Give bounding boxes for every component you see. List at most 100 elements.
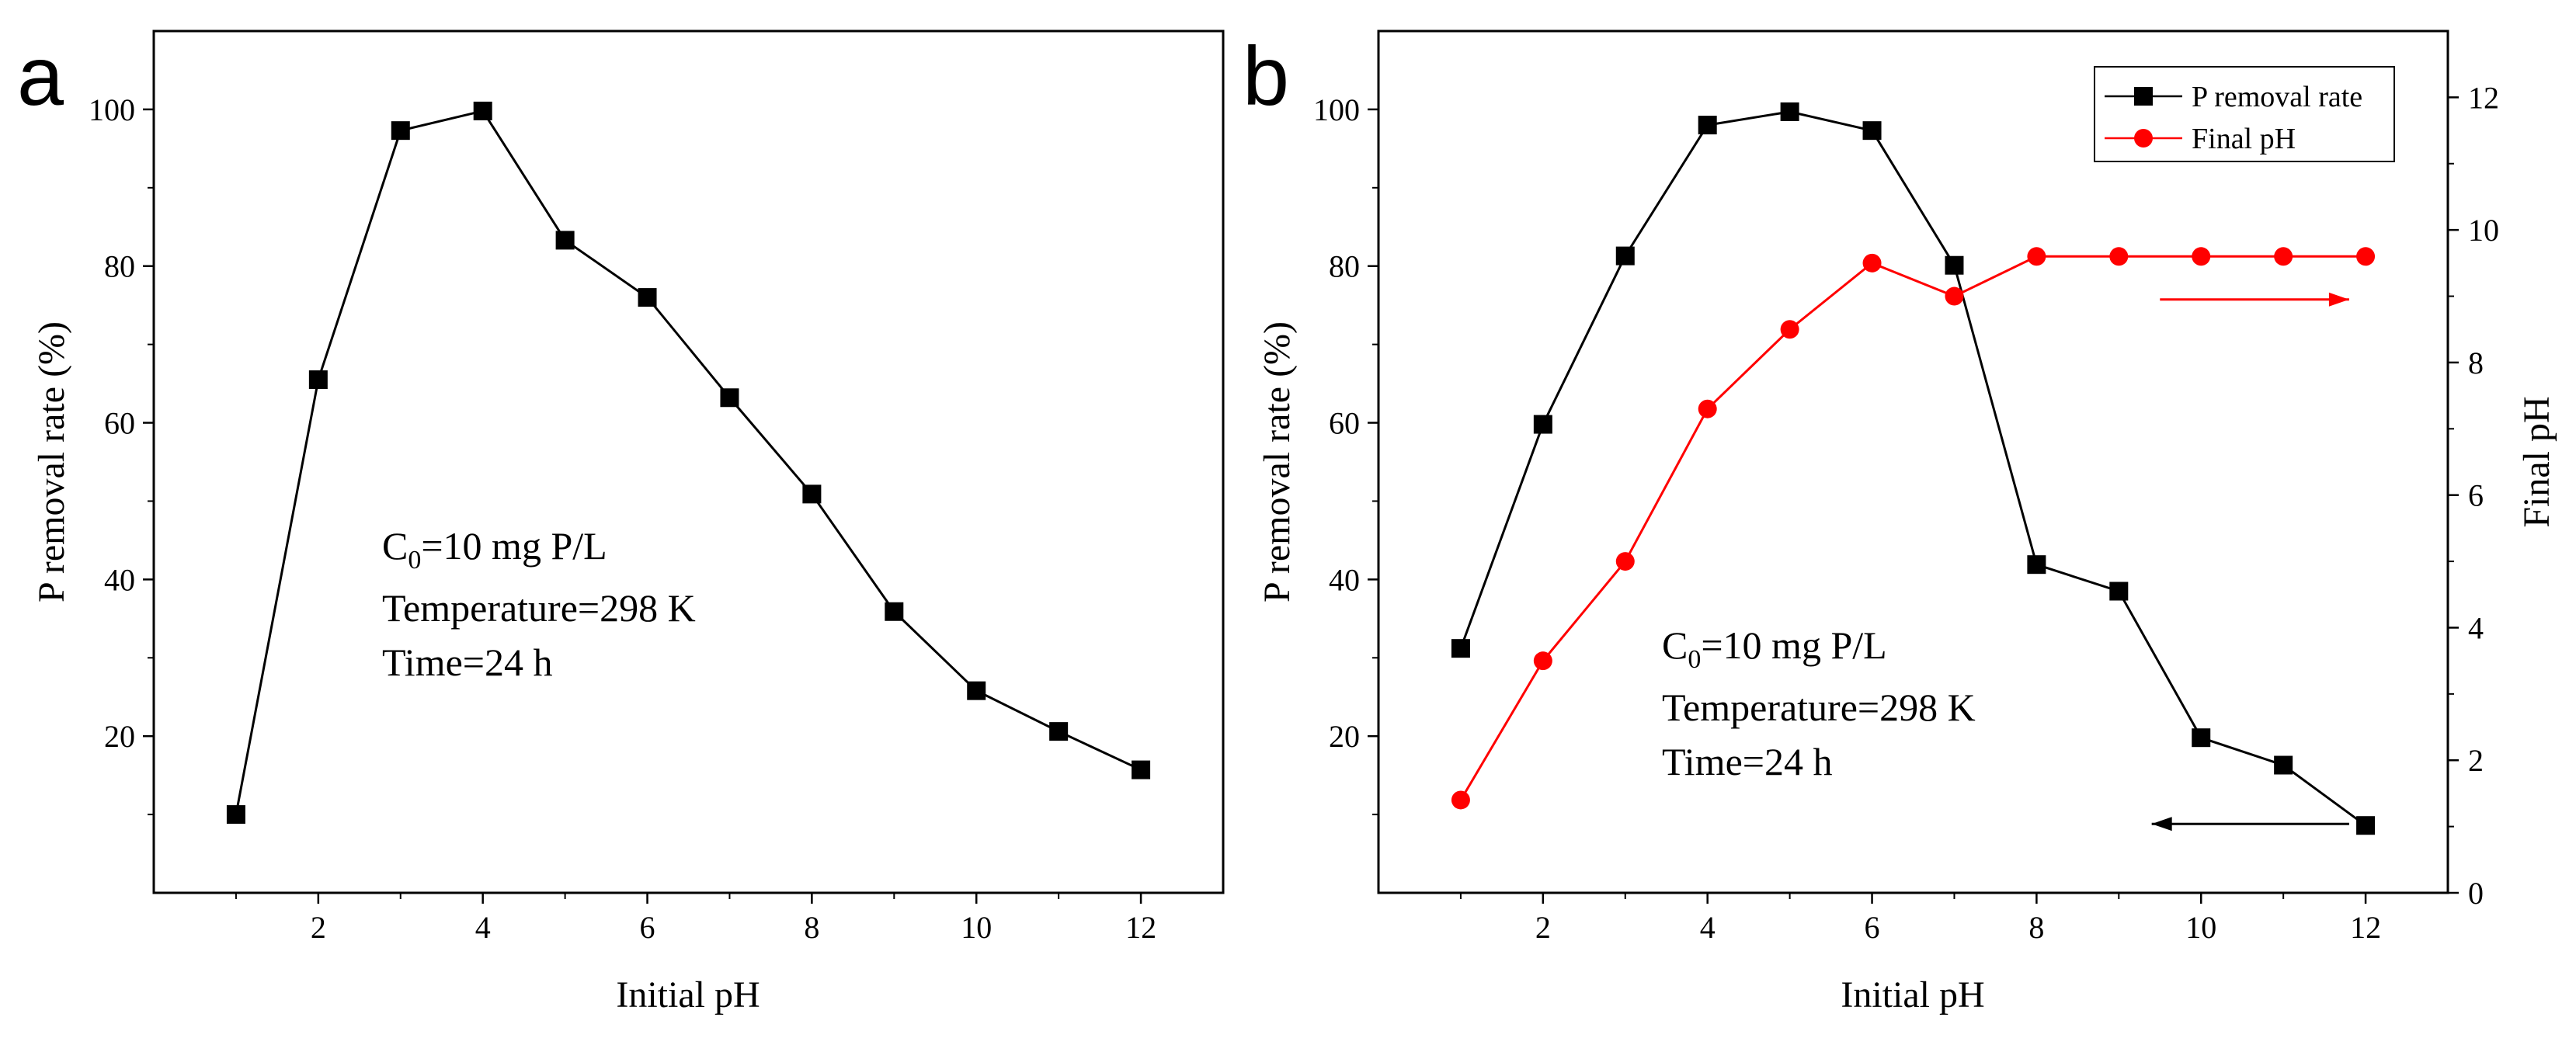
panel-a-y-axis-title: P removal rate (%) xyxy=(31,321,72,602)
data-point-p-removal-rate xyxy=(2356,816,2376,835)
panel-a-letter: a xyxy=(17,29,64,123)
data-point-final-ph xyxy=(2027,247,2046,266)
data-point-p-removal-rate xyxy=(1862,121,1882,141)
y-tick-label: 100 xyxy=(1313,92,1360,127)
data-point-p-removal-rate xyxy=(2027,555,2046,575)
panel-a-plot-frame xyxy=(152,30,1225,894)
data-point-p-removal-rate xyxy=(638,288,657,307)
data-point-final-ph xyxy=(1451,790,1470,810)
panel-a-annotation-time: Time=24 h xyxy=(382,641,552,684)
data-point-p-removal-rate xyxy=(226,805,245,825)
x-tick-label: 4 xyxy=(475,910,491,945)
panel-b-letter: b xyxy=(1243,29,1289,123)
legend-marker-p-removal xyxy=(2134,87,2153,106)
data-point-p-removal-rate xyxy=(1780,102,1799,121)
y-tick-label: 60 xyxy=(104,406,135,441)
data-point-p-removal-rate xyxy=(1615,246,1635,266)
panel-a-series xyxy=(226,101,1151,825)
x-tick-label: 4 xyxy=(1700,910,1716,945)
data-point-p-removal-rate xyxy=(2274,755,2293,775)
panel-b-annotation-temperature: Temperature=298 K xyxy=(1662,686,1976,729)
y-tick-label: 60 xyxy=(1329,406,1360,441)
x-tick-label: 8 xyxy=(804,910,819,945)
y2-tick-label: 2 xyxy=(2468,743,2484,778)
x-tick-label: 10 xyxy=(961,910,992,945)
x-tick-label: 10 xyxy=(2185,910,2216,945)
data-point-p-removal-rate xyxy=(555,231,575,250)
panel-b-legend: P removal rate Final pH xyxy=(2094,66,2395,162)
legend-marker-final-ph xyxy=(2134,129,2153,148)
x-tick-label: 6 xyxy=(1865,910,1880,945)
panel-b-annotation: C0=10 mg P/L Temperature=298 K Time=24 h xyxy=(1662,623,1976,783)
y2-tick-label: 4 xyxy=(2468,610,2484,645)
y-tick-label: 40 xyxy=(104,562,135,597)
legend-label-p-removal: P removal rate xyxy=(2192,81,2362,113)
data-point-final-ph xyxy=(1615,552,1635,571)
data-point-final-ph xyxy=(1533,651,1552,671)
data-point-p-removal-rate xyxy=(720,388,739,408)
panel-b-y-axis-title: P removal rate (%) xyxy=(1257,321,1298,602)
panel-b-x-axis-title: Initial pH xyxy=(1841,974,1984,1015)
data-point-p-removal-rate xyxy=(1698,116,1717,135)
panel-b-y-ticks: 20 40 60 80 100 xyxy=(1313,92,1378,816)
data-point-final-ph xyxy=(2356,247,2376,266)
data-point-p-removal-rate xyxy=(2192,728,2211,748)
panel-b-y2-axis-title: Final pH xyxy=(2516,396,2557,527)
data-point-p-removal-rate xyxy=(391,121,410,141)
data-point-p-removal-rate xyxy=(885,602,904,621)
panel-a-annotation-concentration: C0=10 mg P/L xyxy=(382,524,607,575)
panel-a-y-ticks: 20 40 60 80 100 xyxy=(89,92,154,816)
series-line-final-ph xyxy=(1459,255,2366,801)
data-point-p-removal-rate xyxy=(1451,639,1470,658)
data-point-p-removal-rate xyxy=(1132,760,1151,779)
data-point-p-removal-rate xyxy=(1049,722,1069,741)
legend-label-final-ph: Final pH xyxy=(2192,123,2296,155)
data-point-final-ph xyxy=(1945,286,1964,306)
data-point-p-removal-rate xyxy=(2109,582,2129,601)
y-tick-label: 80 xyxy=(1329,249,1360,284)
y-tick-label: 20 xyxy=(104,719,135,754)
x-tick-label: 12 xyxy=(1125,910,1156,945)
panel-b-annotation-concentration: C0=10 mg P/L xyxy=(1662,623,1887,674)
data-point-p-removal-rate xyxy=(967,681,986,700)
y2-tick-label: 6 xyxy=(2468,478,2484,513)
data-point-p-removal-rate xyxy=(802,484,822,504)
data-point-final-ph xyxy=(2274,247,2293,266)
y2-tick-label: 8 xyxy=(2468,345,2484,380)
data-point-final-ph xyxy=(1862,253,1882,273)
y-tick-label: 20 xyxy=(1329,719,1360,754)
series-line-p-removal-rate xyxy=(235,109,1142,815)
data-point-final-ph xyxy=(1780,320,1799,339)
series-line-p-removal-rate xyxy=(1459,110,2366,827)
y-tick-label: 80 xyxy=(104,249,135,284)
panel-a-annotation: C0=10 mg P/L Temperature=298 K Time=24 h xyxy=(382,524,696,684)
panel-b-y2-ticks: 0 2 4 6 8 10 12 xyxy=(2448,80,2499,911)
panel-a: a 2 4 6 8 10 12 20 40 60 80 100 Initial pH P remo… xyxy=(17,29,1225,1015)
panel-a-annotation-temperature: Temperature=298 K xyxy=(382,586,696,630)
x-tick-label: 8 xyxy=(2028,910,2044,945)
panel-b-direction-arrows xyxy=(2151,292,2349,831)
panel-b-series xyxy=(1451,102,2376,835)
y-tick-label: 40 xyxy=(1329,562,1360,597)
x-tick-label: 12 xyxy=(2350,910,2381,945)
y-tick-label: 100 xyxy=(89,92,135,127)
x-tick-label: 2 xyxy=(1535,910,1551,945)
data-point-final-ph xyxy=(2109,247,2129,266)
panel-b: b 2 4 6 8 10 12 20 40 60 80 100 0 2 4 6 8 10 12 Initial… xyxy=(1243,29,2557,1015)
data-point-p-removal-rate xyxy=(473,101,492,120)
data-point-p-removal-rate xyxy=(1945,255,1964,275)
data-point-p-removal-rate xyxy=(1533,415,1552,434)
y2-tick-label: 10 xyxy=(2468,213,2499,248)
panel-a-x-axis-title: Initial pH xyxy=(616,974,760,1015)
y2-tick-label: 0 xyxy=(2468,876,2484,911)
panel-b-plot-frame xyxy=(1377,30,2449,894)
panel-b-x-ticks: 2 4 6 8 10 12 xyxy=(1459,893,2381,945)
axis-arrowhead-final-ph xyxy=(2328,292,2349,307)
x-tick-label: 6 xyxy=(640,910,655,945)
data-point-final-ph xyxy=(1698,399,1717,418)
panel-a-x-ticks: 2 4 6 8 10 12 xyxy=(235,893,1156,945)
data-point-p-removal-rate xyxy=(308,370,328,390)
y2-tick-label: 12 xyxy=(2468,80,2499,115)
data-point-final-ph xyxy=(2192,247,2211,266)
